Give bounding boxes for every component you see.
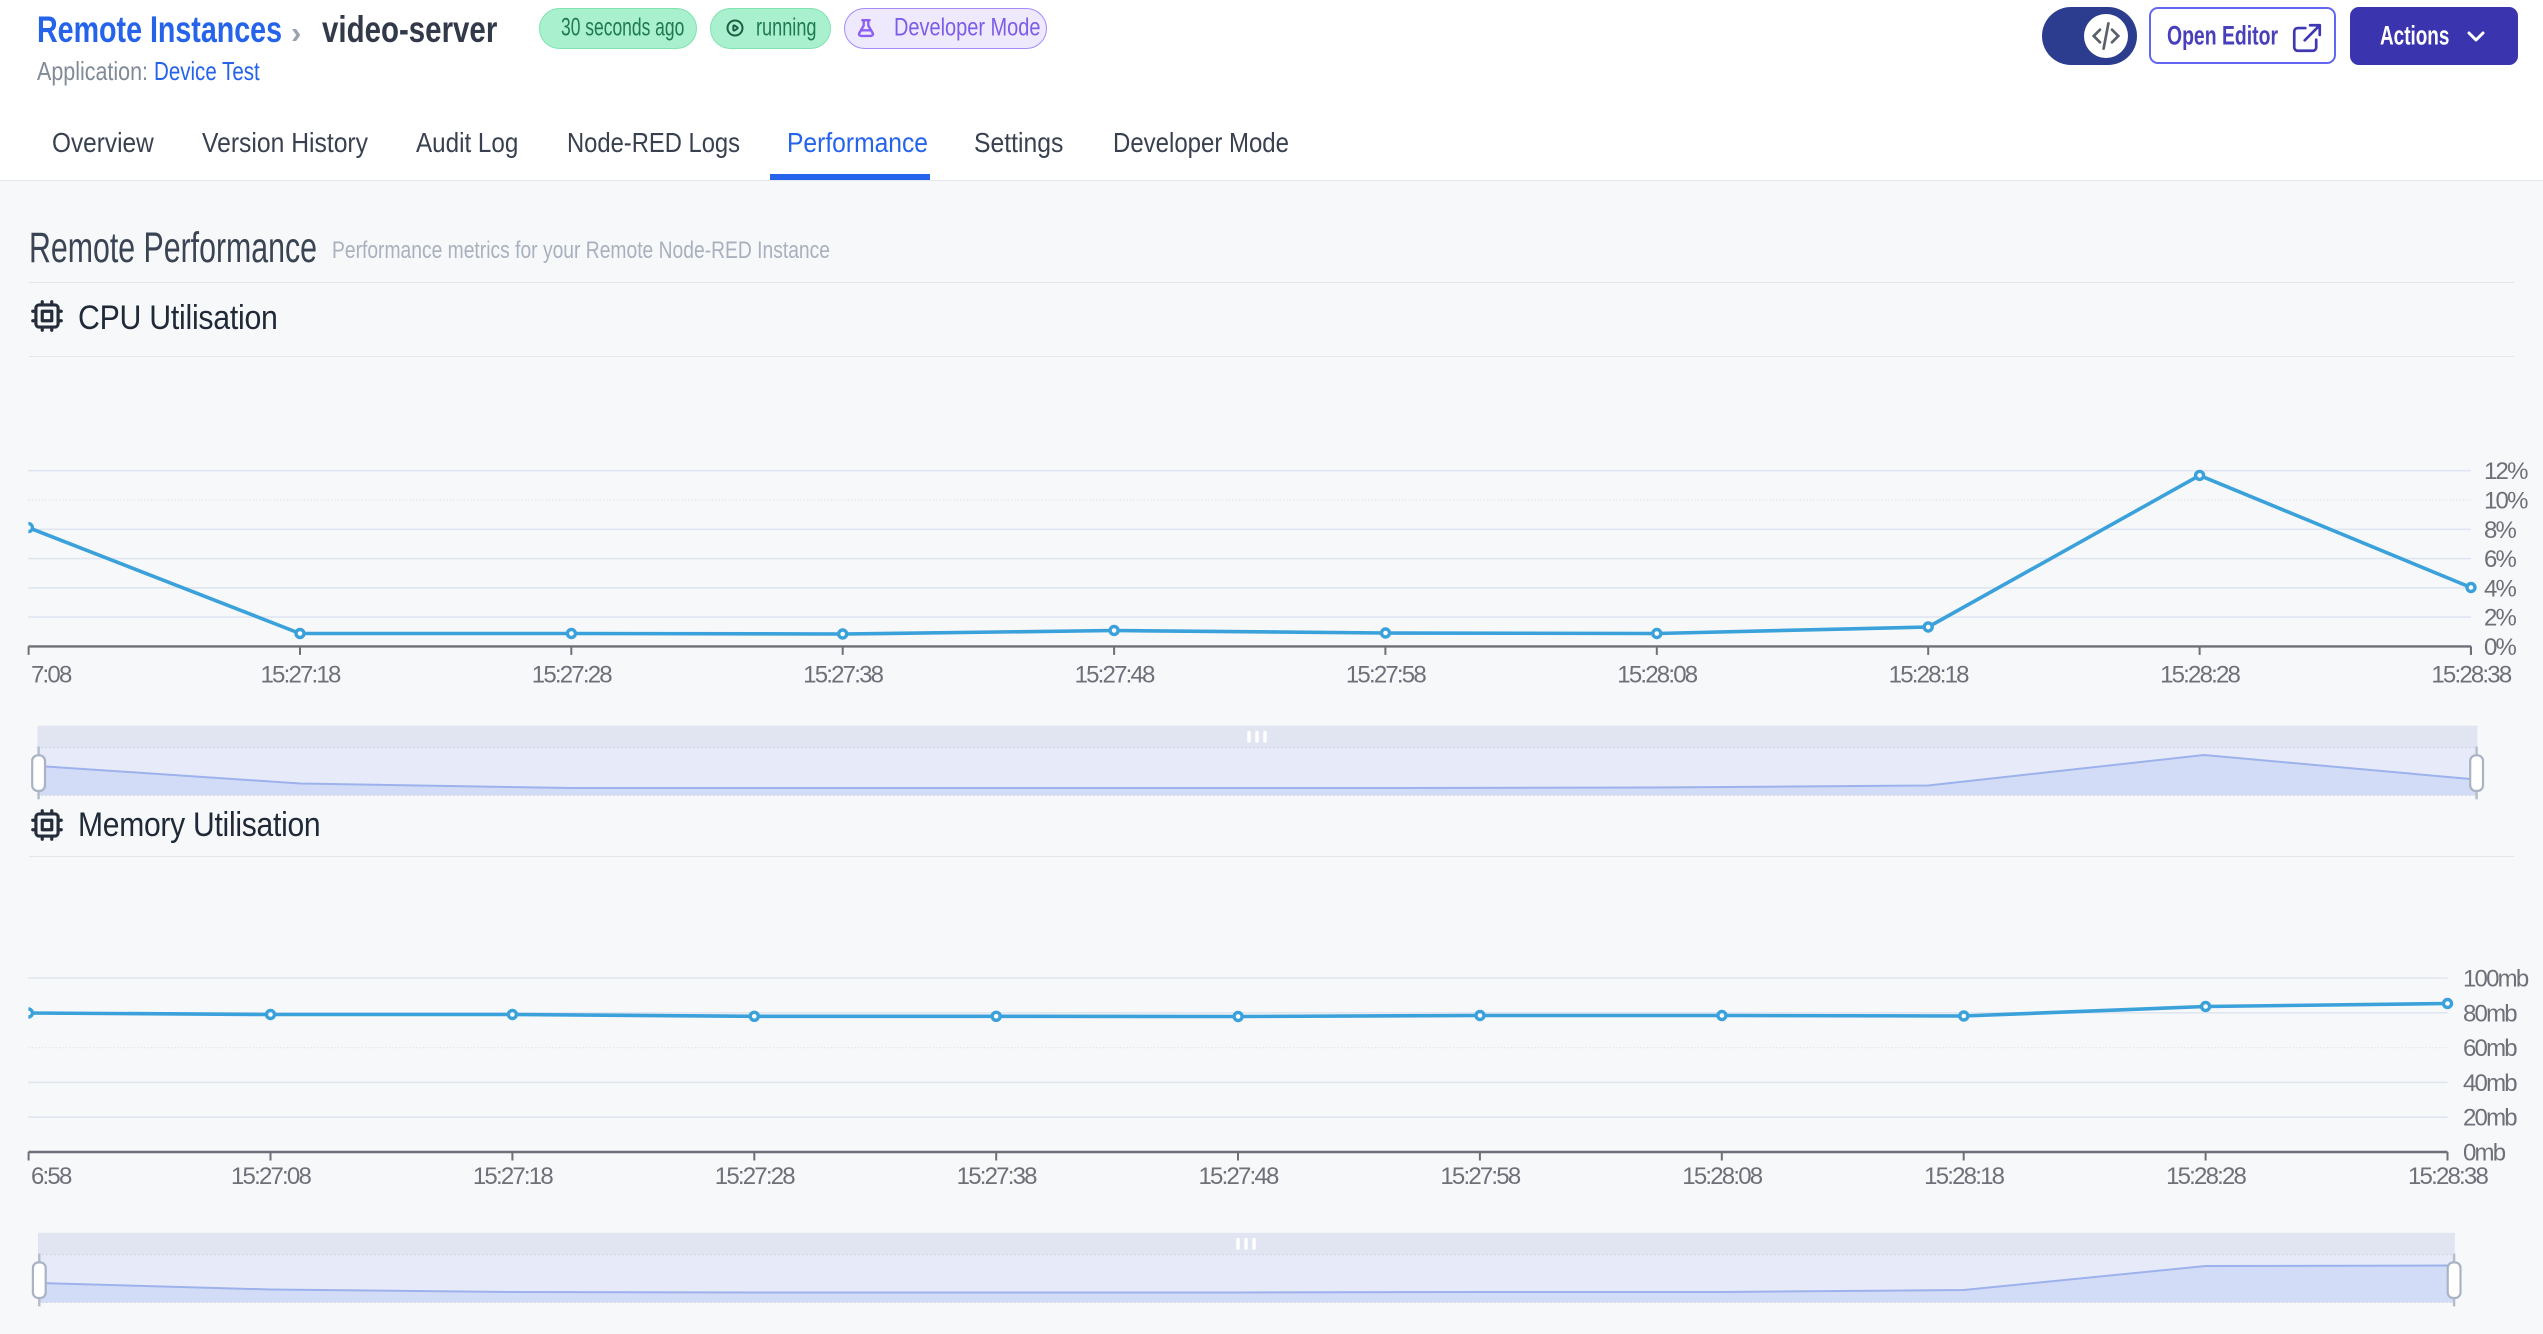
svg-text:15:27:38: 15:27:38	[803, 662, 883, 689]
svg-text:15:28:38: 15:28:38	[2408, 1163, 2488, 1190]
svg-text:15:27:28: 15:27:28	[715, 1163, 795, 1190]
svg-text:40mb: 40mb	[2463, 1070, 2517, 1097]
svg-text:100mb: 100mb	[2463, 966, 2529, 993]
svg-text:15:27:38: 15:27:38	[957, 1163, 1037, 1190]
svg-text:10%: 10%	[2484, 488, 2528, 515]
svg-text:6%: 6%	[2484, 546, 2517, 573]
svg-text:15:28:18: 15:28:18	[1889, 662, 1969, 689]
svg-text:15:28:28: 15:28:28	[2166, 1163, 2246, 1190]
svg-text:80mb: 80mb	[2463, 1000, 2517, 1027]
svg-text:7:08: 7:08	[31, 662, 72, 689]
svg-text:0%: 0%	[2484, 634, 2517, 661]
svg-text:15:27:58: 15:27:58	[1440, 1163, 1520, 1190]
svg-text:0mb: 0mb	[2463, 1140, 2506, 1167]
svg-text:15:27:48: 15:27:48	[1075, 662, 1155, 689]
svg-text:15:27:58: 15:27:58	[1346, 662, 1426, 689]
svg-text:2%: 2%	[2484, 605, 2517, 632]
svg-text:15:27:48: 15:27:48	[1198, 1163, 1278, 1190]
svg-text:8%: 8%	[2484, 517, 2517, 544]
svg-text:20mb: 20mb	[2463, 1105, 2517, 1132]
svg-text:12%: 12%	[2484, 458, 2528, 485]
svg-text:15:28:08: 15:28:08	[1682, 1163, 1762, 1190]
svg-text:15:27:18: 15:27:18	[473, 1163, 553, 1190]
svg-text:15:27:18: 15:27:18	[260, 662, 340, 689]
svg-text:4%: 4%	[2484, 575, 2517, 602]
svg-text:15:28:18: 15:28:18	[1924, 1163, 2004, 1190]
svg-text:15:28:38: 15:28:38	[2431, 662, 2511, 689]
svg-text:15:28:08: 15:28:08	[1617, 662, 1697, 689]
svg-text:15:28:28: 15:28:28	[2160, 662, 2240, 689]
svg-text:15:27:08: 15:27:08	[231, 1163, 311, 1190]
svg-text:6:58: 6:58	[31, 1163, 72, 1190]
svg-text:15:27:28: 15:27:28	[532, 662, 612, 689]
svg-text:60mb: 60mb	[2463, 1035, 2517, 1062]
